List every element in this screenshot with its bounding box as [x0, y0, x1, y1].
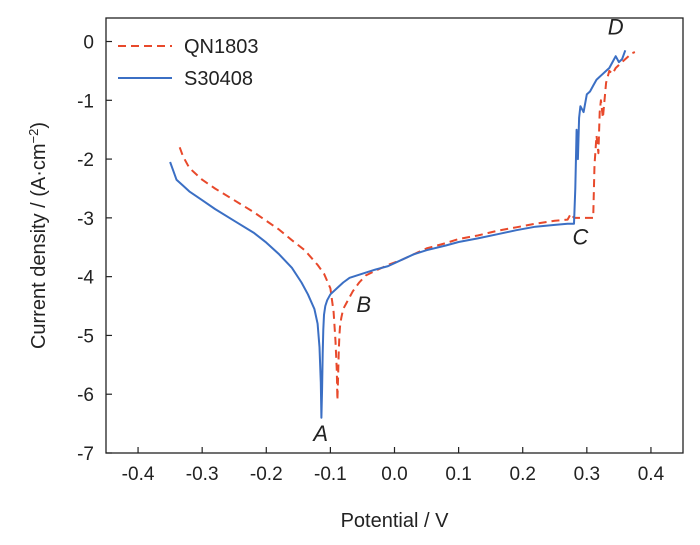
y-axis-title-main: Current density / (A·cm	[28, 143, 50, 349]
x-axis-title: Potential / V	[341, 510, 450, 532]
y-tick-label: -5	[77, 326, 94, 347]
x-tick-label: 0.4	[638, 464, 665, 485]
y-tick-label: -1	[77, 91, 94, 112]
x-tick-label: 0.2	[510, 464, 536, 485]
annotation-c: C	[572, 224, 588, 249]
annotation-b: B	[356, 292, 371, 317]
annotations: A B C D	[311, 14, 623, 446]
x-tick-label: 0.3	[574, 464, 600, 485]
series-line-qn1803	[178, 51, 636, 402]
legend-label-s30408: S30408	[184, 68, 253, 90]
x-tick-label: -0.3	[186, 464, 219, 485]
y-tick-label: -6	[77, 385, 94, 406]
y-tick-label: -3	[77, 209, 94, 230]
x-tick-label: -0.4	[122, 464, 155, 485]
y-tick-label: -2	[77, 150, 94, 171]
legend: QN1803 S30408	[118, 36, 259, 90]
y-tick-label: -7	[77, 444, 94, 465]
legend-label-qn1803: QN1803	[184, 36, 259, 58]
annotation-d: D	[608, 14, 624, 39]
x-tick-label: -0.1	[314, 464, 347, 485]
y-axis-title-superscript: −2	[26, 129, 41, 144]
y-axis-title-tail: )	[28, 122, 50, 129]
series-line-s30408	[169, 49, 627, 419]
y-tick-label: 0	[83, 33, 94, 54]
x-tick-label: -0.2	[250, 464, 283, 485]
axis-ticks: -0.4 -0.3 -0.2 -0.1 0.0 0.1 0.2 0.3 0.4 0 -1 -2 -3 -4…	[77, 33, 664, 485]
y-tick-label: -4	[77, 268, 94, 289]
x-tick-label: 0.1	[445, 464, 471, 485]
series-layer	[169, 49, 636, 419]
y-axis-title: Current density / (A·cm−2)	[26, 122, 51, 349]
annotation-a: A	[311, 421, 328, 446]
x-tick-label: 0.0	[381, 464, 407, 485]
